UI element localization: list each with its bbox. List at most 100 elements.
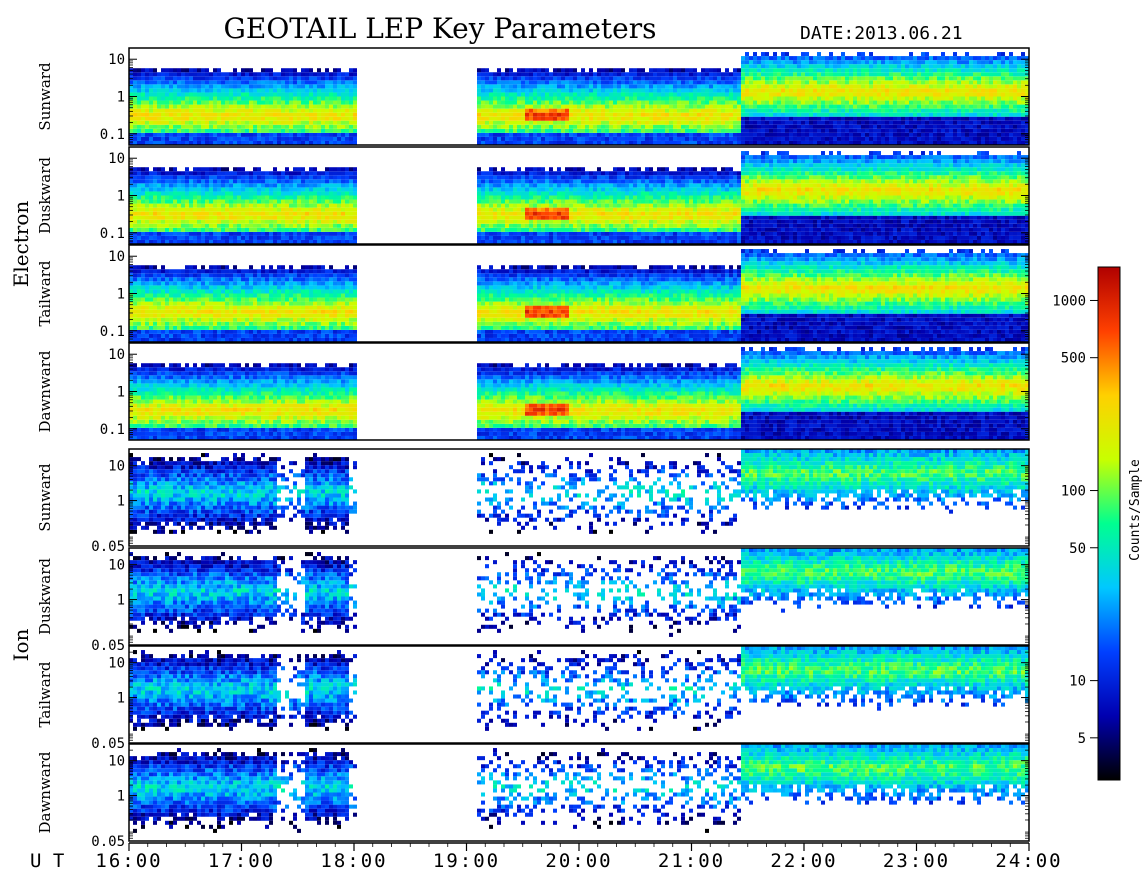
spectrogram-cell (581, 101, 585, 105)
spectrogram-cell (253, 105, 257, 109)
spectrogram-cell (969, 129, 973, 133)
spectrogram-cell (269, 101, 273, 105)
spectrogram-cell (333, 113, 337, 117)
spectrogram-cell (669, 129, 673, 133)
spectrogram-cell (261, 191, 265, 195)
spectrogram-cell (765, 133, 769, 137)
spectrogram-cell (293, 84, 297, 88)
spectrogram-cell (561, 68, 565, 72)
spectrogram-cell (637, 133, 641, 137)
spectrogram-cell (885, 117, 889, 121)
spectrogram-cell (805, 76, 809, 80)
spectrogram-cell (293, 117, 297, 121)
spectrogram-cell (201, 171, 205, 175)
spectrogram-cell (301, 121, 305, 125)
spectrogram-cell (333, 117, 337, 121)
spectrogram-cell (557, 129, 561, 133)
spectrogram-cell (601, 72, 605, 76)
spectrogram-cell (217, 216, 221, 220)
spectrogram-cell (205, 196, 209, 200)
spectrogram-cell (181, 232, 185, 236)
spectrogram-cell (197, 208, 201, 212)
spectrogram-cell (577, 125, 581, 129)
spectrogram-cell (857, 84, 861, 88)
spectrogram-cell (561, 109, 565, 113)
spectrogram-cell (813, 125, 817, 129)
spectrogram-cell (201, 212, 205, 216)
spectrogram-cell (785, 117, 789, 121)
spectrogram-cell (697, 113, 701, 117)
spectrogram-cell (709, 84, 713, 88)
spectrogram-cell (341, 179, 345, 183)
spectrogram-cell (633, 129, 637, 133)
spectrogram-cell (157, 137, 161, 141)
spectrogram-cell (245, 212, 249, 216)
spectrogram-cell (149, 236, 153, 240)
spectrogram-cell (557, 72, 561, 76)
spectrogram-cell (965, 129, 969, 133)
spectrogram-cell (945, 68, 949, 72)
spectrogram-cell (833, 129, 837, 133)
spectrogram-cell (677, 76, 681, 80)
spectrogram-cell (197, 187, 201, 191)
spectrogram-cell (709, 97, 713, 101)
spectrogram-cell (193, 117, 197, 121)
spectrogram-cell (489, 92, 493, 96)
spectrogram-cell (285, 121, 289, 125)
spectrogram-cell (841, 101, 845, 105)
spectrogram-cell (249, 224, 253, 228)
spectrogram-cell (337, 88, 341, 92)
spectrogram-cell (509, 88, 513, 92)
spectrogram-cell (533, 121, 537, 125)
spectrogram-cell (661, 113, 665, 117)
spectrogram-cell (957, 72, 961, 76)
spectrogram-cell (209, 105, 213, 109)
spectrogram-cell (317, 183, 321, 187)
spectrogram-cell (953, 129, 957, 133)
spectrogram-cell (897, 109, 901, 113)
spectrogram-cell (641, 117, 645, 121)
spectrogram-cell (901, 117, 905, 121)
spectrogram-cell (301, 187, 305, 191)
y-tick-label: 1 (117, 90, 125, 106)
spectrogram-cell (181, 109, 185, 113)
spectrogram-cell (977, 56, 981, 60)
spectrogram-cell (1021, 92, 1025, 96)
spectrogram-cell (349, 129, 353, 133)
spectrogram-cell (249, 84, 253, 88)
spectrogram-cell (869, 105, 873, 109)
spectrogram-cell (873, 72, 877, 76)
spectrogram-cell (177, 84, 181, 88)
spectrogram-cell (289, 236, 293, 240)
spectrogram-cell (537, 105, 541, 109)
spectrogram-cell (633, 121, 637, 125)
spectrogram-cell (197, 97, 201, 101)
spectrogram-cell (853, 97, 857, 101)
spectrogram-cell (233, 76, 237, 80)
spectrogram-cell (133, 68, 137, 72)
spectrogram-cell (225, 171, 229, 175)
spectrogram-cell (989, 84, 993, 88)
spectrogram-cell (929, 101, 933, 105)
spectrogram-cell (517, 68, 521, 72)
spectrogram-cell (265, 72, 269, 76)
spectrogram-cell (773, 101, 777, 105)
spectrogram-cell (197, 220, 201, 224)
spectrogram-cell (477, 137, 481, 141)
spectrogram-cell (817, 56, 821, 60)
spectrogram-cell (881, 76, 885, 80)
spectrogram-cell (245, 175, 249, 179)
spectrogram-cell (793, 137, 797, 141)
spectrogram-cell (817, 137, 821, 141)
spectrogram-cell (893, 76, 897, 80)
spectrogram-cell (197, 129, 201, 133)
spectrogram-cell (253, 208, 257, 212)
spectrogram-cell (753, 92, 757, 96)
spectrogram-cell (1017, 64, 1021, 68)
spectrogram-cell (1009, 60, 1013, 64)
spectrogram-cell (965, 109, 969, 113)
spectrogram-cell (245, 97, 249, 101)
spectrogram-cell (205, 200, 209, 204)
spectrogram-cell (537, 137, 541, 141)
spectrogram-cell (281, 88, 285, 92)
